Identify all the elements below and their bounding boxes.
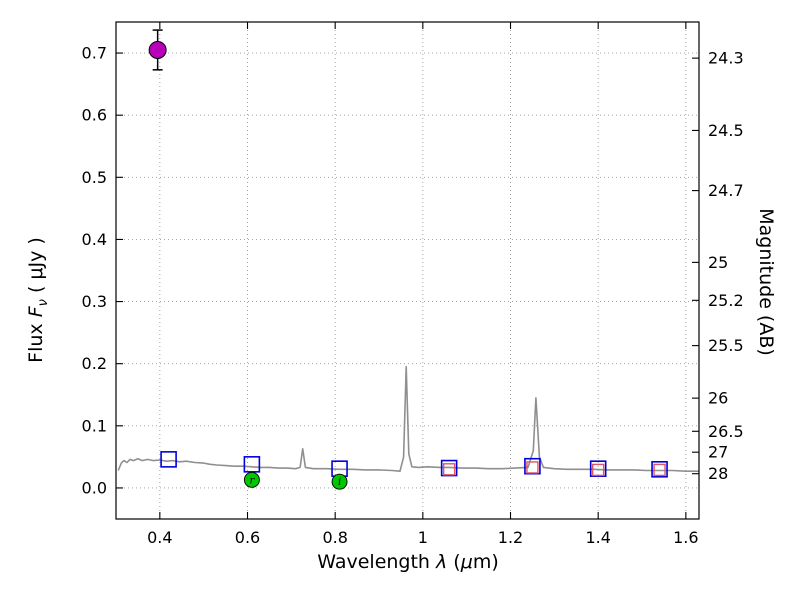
y-left-tick-label: 0.4 — [82, 230, 107, 249]
x-axis-label-word: Wavelength — [317, 551, 437, 573]
detected-point — [148, 29, 167, 71]
model-photometry-squares-marker — [651, 460, 668, 478]
x-tick-label: 1 — [418, 528, 428, 547]
observed-photometry-squares-marker — [653, 463, 666, 477]
y-right-tick-label: 24.5 — [708, 121, 744, 140]
spectrum-line — [117, 366, 699, 472]
y-right-tick-label: 26 — [708, 389, 728, 408]
model-photometry-squares-marker — [589, 460, 607, 477]
y-right-tick-label: 28 — [708, 464, 728, 483]
observed-photometry-squares — [442, 461, 666, 477]
y-axis-label-right: Magnitude (AB) — [755, 208, 777, 356]
axes-frame — [115, 21, 700, 520]
observed-photometry-squares-marker — [591, 463, 605, 477]
nu-subscript: ν — [35, 299, 51, 307]
flux-symbol: F — [25, 306, 47, 318]
y-right-tick-label: 25.5 — [708, 336, 744, 355]
observed-photometry-squares-marker — [526, 461, 539, 474]
y-left-tick-label: 0.6 — [82, 106, 107, 125]
observed-photometry-squares-marker — [442, 463, 456, 476]
model-spectrum — [117, 366, 699, 472]
observed-band-circles-marker — [331, 473, 348, 490]
model-photometry-squares-marker — [160, 451, 177, 468]
y-right-tick-label: 25 — [708, 253, 728, 272]
x-axis-label: Wavelength λ (μm) — [317, 551, 499, 573]
gridlines — [116, 22, 699, 519]
y-left-tick-label: 0.2 — [82, 354, 107, 373]
y-axis-label-left: Flux Fν ( μJy ) — [25, 237, 51, 363]
band-letter: r — [249, 475, 255, 486]
y-left-tick-label: 0.5 — [82, 168, 107, 187]
tick-labels: 0.4 0.6 0.8 1 1.2 1.4 1.6 0.0 0.1 0.2 0.3 0.4 0.5 0.6… — [82, 44, 744, 547]
flux-unit: ( μJy ) — [25, 237, 47, 300]
model-photometry-squares-marker — [524, 457, 541, 475]
x-tick-label: 0.8 — [322, 528, 347, 547]
x-tick-label: 1.6 — [673, 528, 698, 547]
observed-band-circles-marker — [243, 471, 260, 488]
y-left-tick-label: 0.0 — [82, 478, 107, 497]
tick-marks — [116, 22, 699, 519]
y-right-tick-label: 25.2 — [708, 291, 744, 310]
lambda-symbol: λ — [436, 551, 448, 573]
flux-word: Flux — [25, 317, 47, 363]
y-right-tick-label: 24.3 — [708, 49, 744, 68]
model-photometry-squares-marker — [440, 459, 458, 477]
x-tick-label: 0.4 — [147, 528, 172, 547]
model-photometry-squares — [160, 451, 668, 478]
mu-symbol: μ — [460, 551, 473, 573]
model-photometry-squares-marker — [243, 456, 261, 473]
y-left-tick-label: 0.7 — [82, 44, 107, 63]
y-right-tick-label: 24.7 — [708, 181, 744, 200]
y-right-tick-label: 27 — [708, 443, 728, 462]
x-tick-label: 1.4 — [585, 528, 610, 547]
y-right-tick-label: 26.5 — [708, 422, 744, 441]
band-letter: i — [338, 477, 341, 488]
x-tick-label: 1.2 — [498, 528, 523, 547]
y-left-tick-label: 0.3 — [82, 292, 107, 311]
y-left-tick-label: 0.1 — [82, 416, 107, 435]
x-tick-label: 0.6 — [235, 528, 260, 547]
detected-point-marker — [148, 40, 167, 59]
